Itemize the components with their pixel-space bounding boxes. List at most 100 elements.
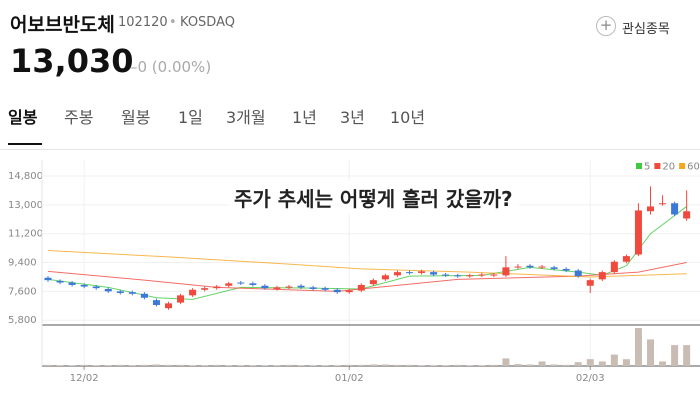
- tab[interactable]: 월봉: [121, 108, 151, 127]
- annotation: 주가 추세는 어떻게 흘러 갔을까?: [228, 181, 519, 214]
- divider: [0, 149, 700, 150]
- volume-bar: [225, 365, 233, 366]
- candle-body: [189, 289, 197, 296]
- candle-body: [56, 280, 64, 283]
- stock-name: 어보브반도체: [10, 14, 115, 36]
- volume-bar: [490, 364, 498, 366]
- x-tick-label: 01/02: [335, 373, 364, 384]
- candle-body: [177, 295, 185, 303]
- candle-body: [478, 274, 486, 276]
- candle-body: [671, 203, 679, 215]
- legend-swatch: [679, 163, 686, 169]
- volume-bar: [333, 365, 341, 366]
- volume-bar: [671, 345, 679, 366]
- candle-body: [68, 282, 76, 285]
- price: 13,030: [10, 42, 134, 80]
- volume-bar: [273, 365, 281, 366]
- candle-body: [128, 292, 136, 294]
- tab[interactable]: 3개월: [226, 108, 266, 127]
- candle-body: [406, 272, 413, 274]
- volume-bar: [321, 365, 329, 366]
- candle-body: [225, 283, 233, 286]
- x-tick-label: 12/02: [70, 373, 99, 384]
- volume-bar: [165, 364, 172, 366]
- volume-bar: [68, 365, 76, 366]
- volume-bar: [622, 359, 630, 366]
- volume-bar: [285, 364, 293, 366]
- moving-average: [47, 262, 687, 292]
- market: KOSDAQ: [180, 15, 235, 30]
- volume-bar: [249, 365, 257, 366]
- volume-bar: [550, 364, 558, 366]
- volume-bar: [586, 359, 594, 366]
- moving-average: [47, 250, 687, 278]
- candle-body: [152, 300, 160, 305]
- tab[interactable]: 주봉: [64, 108, 94, 127]
- volume-bar: [562, 364, 570, 366]
- x-tick-label: 02/03: [576, 373, 605, 384]
- candle-body: [586, 280, 594, 286]
- candle-body: [647, 206, 654, 212]
- legend-label: 20: [662, 162, 675, 173]
- candle-body: [201, 288, 209, 290]
- y-tick-label: 9,400: [8, 258, 37, 269]
- volume-bar: [598, 361, 606, 366]
- candle-body: [237, 282, 245, 284]
- volume-bar: [80, 364, 88, 366]
- watch-button[interactable]: 관심종목: [622, 22, 670, 37]
- volume-bar: [442, 365, 450, 366]
- tab[interactable]: 1일: [178, 108, 203, 127]
- candle-body: [249, 283, 257, 285]
- volume-bar: [502, 358, 510, 366]
- volume-bar: [369, 364, 377, 366]
- volume-bar: [683, 345, 691, 366]
- candle-body: [357, 284, 365, 291]
- volume-bar: [659, 361, 667, 366]
- volume-bar: [56, 365, 64, 366]
- y-tick-label: 14,800: [8, 171, 43, 182]
- volume-bar: [345, 364, 353, 366]
- volume-bar: [393, 364, 401, 366]
- candle-body: [502, 267, 510, 276]
- volume-bar: [406, 364, 413, 366]
- tab[interactable]: 일봉: [8, 108, 38, 127]
- volume-bar: [418, 365, 426, 366]
- plus-icon[interactable]: +: [596, 16, 616, 36]
- candle-body: [454, 275, 462, 277]
- candle-body: [381, 275, 389, 280]
- tab[interactable]: 3년: [340, 108, 365, 127]
- volume-bar: [610, 354, 618, 366]
- volume-bar: [128, 365, 136, 366]
- candle-body: [526, 265, 534, 268]
- candle-body: [598, 272, 606, 280]
- volume-bar: [237, 365, 245, 366]
- candle-body: [321, 288, 329, 290]
- volume-bar: [297, 365, 305, 366]
- y-tick-label: 5,800: [8, 315, 37, 326]
- candle-body: [514, 266, 522, 268]
- candle-body: [369, 280, 377, 285]
- candle-body: [683, 211, 691, 219]
- candle-body: [80, 284, 88, 287]
- candle-body: [285, 286, 293, 288]
- y-tick-label: 13,000: [8, 200, 43, 211]
- candle-body: [490, 274, 498, 276]
- volume-bar: [454, 364, 462, 366]
- candle-body: [418, 271, 426, 273]
- candle-body: [309, 287, 317, 289]
- volume-bar: [357, 364, 365, 366]
- candle-body: [466, 275, 474, 277]
- y-tick-label: 11,200: [8, 229, 43, 240]
- volume-bar: [92, 365, 100, 366]
- volume-bar: [466, 365, 474, 366]
- stock-code: 102120: [118, 15, 168, 30]
- tab[interactable]: 10년: [390, 108, 426, 127]
- volume-bar: [189, 365, 197, 366]
- legend-swatch: [654, 163, 661, 169]
- candle-body: [273, 287, 281, 289]
- tab[interactable]: 1년: [292, 108, 317, 127]
- candle-body: [538, 266, 546, 268]
- candle-body: [165, 303, 172, 309]
- candle-body: [634, 210, 642, 255]
